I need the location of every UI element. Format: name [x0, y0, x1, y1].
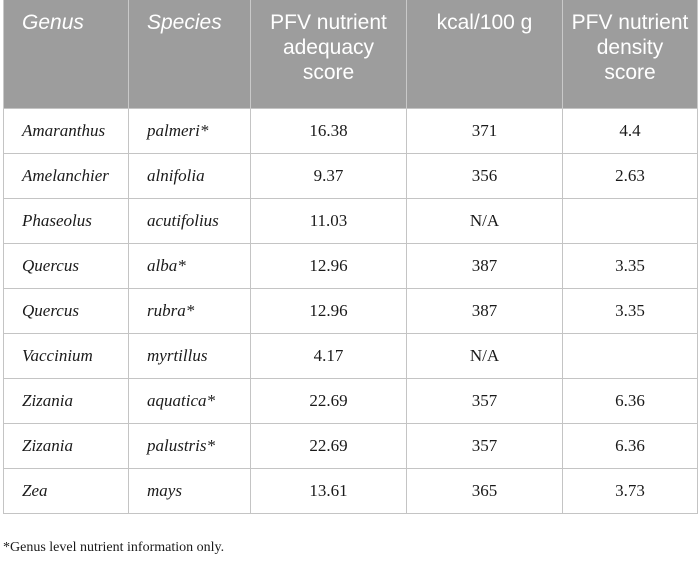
table-header: Genus Species PFV nutrient adequacy scor… [3, 0, 698, 108]
cell-species: rubra* [128, 287, 251, 334]
cell-density-score: 2.63 [562, 152, 698, 199]
cell-kcal: 356 [406, 152, 563, 199]
cell-density-score [562, 197, 698, 244]
table-row: Quercus rubra* 12.96 387 3.35 [3, 287, 698, 334]
table-row: Amaranthus palmeri* 16.38 371 4.4 [3, 107, 698, 154]
cell-density-score: 4.4 [562, 107, 698, 154]
cell-density-score: 3.73 [562, 467, 698, 514]
cell-density-score: 6.36 [562, 377, 698, 424]
nutrient-table: Genus Species PFV nutrient adequacy scor… [3, 0, 698, 514]
cell-density-score: 3.35 [562, 287, 698, 334]
cell-kcal: 357 [406, 377, 563, 424]
cell-genus: Zea [3, 467, 129, 514]
cell-density-score: 6.36 [562, 422, 698, 469]
table-row: Quercus alba* 12.96 387 3.35 [3, 242, 698, 289]
cell-species: mays [128, 467, 251, 514]
header-species: Species [128, 0, 251, 108]
table-row: Zizania palustris* 22.69 357 6.36 [3, 422, 698, 469]
cell-adequacy-score: 22.69 [250, 377, 407, 424]
cell-species: palustris* [128, 422, 251, 469]
header-genus: Genus [3, 0, 129, 108]
cell-species: alba* [128, 242, 251, 289]
header-density-score: PFV nutrient density score [562, 0, 698, 108]
cell-genus: Zizania [3, 422, 129, 469]
cell-adequacy-score: 13.61 [250, 467, 407, 514]
cell-adequacy-score: 12.96 [250, 287, 407, 334]
cell-genus: Amelanchier [3, 152, 129, 199]
cell-kcal: 387 [406, 242, 563, 289]
cell-density-score: 3.35 [562, 242, 698, 289]
cell-adequacy-score: 12.96 [250, 242, 407, 289]
cell-genus: Phaseolus [3, 197, 129, 244]
cell-species: alnifolia [128, 152, 251, 199]
table-row: Zea mays 13.61 365 3.73 [3, 467, 698, 514]
table-row: Phaseolus acutifolius 11.03 N/A [3, 197, 698, 244]
cell-species: aquatica* [128, 377, 251, 424]
table-row: Amelanchier alnifolia 9.37 356 2.63 [3, 152, 698, 199]
cell-genus: Amaranthus [3, 107, 129, 154]
header-kcal: kcal/100 g [406, 0, 563, 108]
cell-species: palmeri* [128, 107, 251, 154]
nutrient-table-container: Genus Species PFV nutrient adequacy scor… [3, 0, 698, 514]
table-row: Zizania aquatica* 22.69 357 6.36 [3, 377, 698, 424]
cell-adequacy-score: 16.38 [250, 107, 407, 154]
cell-kcal: 357 [406, 422, 563, 469]
table-body: Amaranthus palmeri* 16.38 371 4.4 Amelan… [3, 107, 698, 514]
cell-genus: Zizania [3, 377, 129, 424]
cell-kcal: N/A [406, 197, 563, 244]
cell-species: myrtillus [128, 332, 251, 379]
cell-adequacy-score: 4.17 [250, 332, 407, 379]
cell-kcal: 365 [406, 467, 563, 514]
cell-density-score [562, 332, 698, 379]
cell-genus: Quercus [3, 242, 129, 289]
cell-adequacy-score: 9.37 [250, 152, 407, 199]
cell-genus: Quercus [3, 287, 129, 334]
header-adequacy-score: PFV nutrient adequacy score [250, 0, 407, 108]
cell-kcal: 371 [406, 107, 563, 154]
cell-kcal: 387 [406, 287, 563, 334]
header-row: Genus Species PFV nutrient adequacy scor… [3, 0, 698, 108]
cell-genus: Vaccinium [3, 332, 129, 379]
table-row: Vaccinium myrtillus 4.17 N/A [3, 332, 698, 379]
cell-adequacy-score: 22.69 [250, 422, 407, 469]
cell-species: acutifolius [128, 197, 251, 244]
cell-kcal: N/A [406, 332, 563, 379]
table-footnote: *Genus level nutrient information only. [3, 540, 225, 555]
cell-adequacy-score: 11.03 [250, 197, 407, 244]
